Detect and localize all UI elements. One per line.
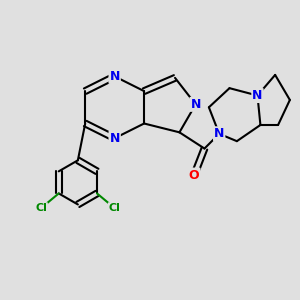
- Text: N: N: [252, 89, 263, 102]
- Text: O: O: [189, 169, 200, 182]
- Text: Cl: Cl: [109, 203, 121, 213]
- Text: Cl: Cl: [35, 203, 47, 213]
- Text: N: N: [110, 70, 120, 83]
- Text: N: N: [190, 98, 201, 111]
- Text: N: N: [110, 132, 120, 145]
- Text: N: N: [214, 127, 224, 140]
